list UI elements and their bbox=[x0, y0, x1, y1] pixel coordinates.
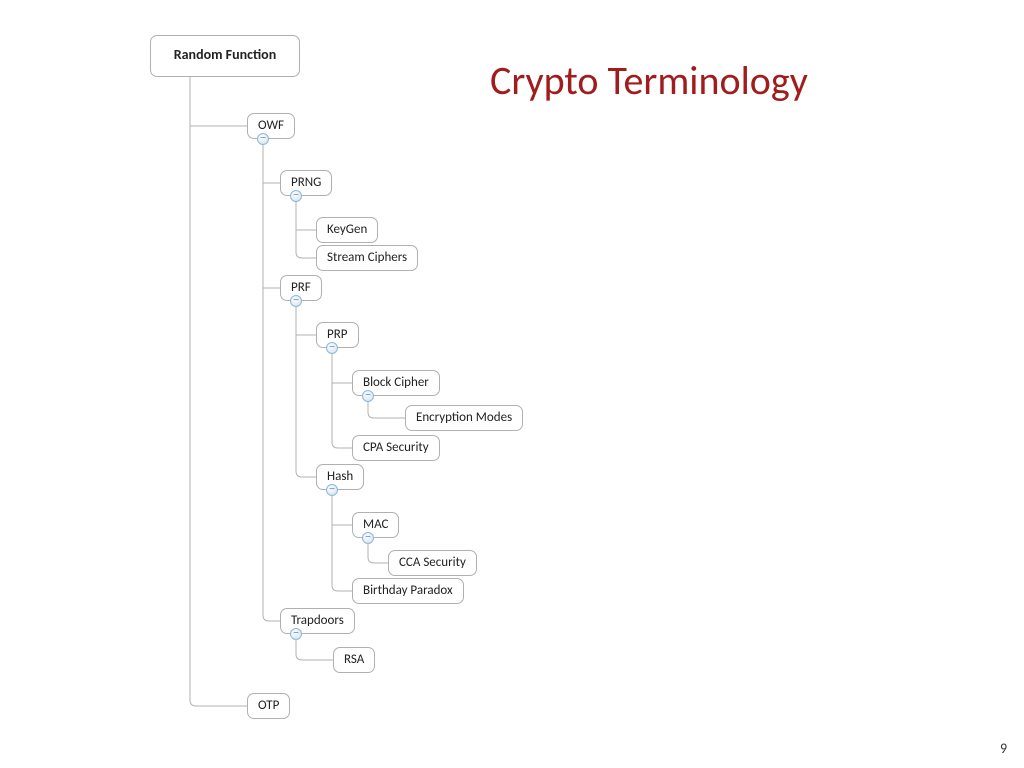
node-mac: MAC bbox=[352, 512, 399, 538]
node-owf: OWF bbox=[247, 113, 295, 139]
collapse-icon[interactable]: − bbox=[362, 390, 374, 402]
node-hash: Hash bbox=[316, 464, 364, 490]
node-cca-security: CCA Security bbox=[388, 550, 477, 576]
collapse-icon[interactable]: − bbox=[326, 342, 338, 354]
node-prng: PRNG bbox=[280, 170, 332, 196]
node-stream-ciphers: Stream Ciphers bbox=[316, 245, 418, 271]
slide-title: Crypto Terminology bbox=[490, 56, 808, 105]
node-birthday-paradox: Birthday Paradox bbox=[352, 578, 464, 604]
collapse-icon[interactable]: − bbox=[257, 133, 269, 145]
node-prp: PRP bbox=[316, 322, 359, 348]
node-otp: OTP bbox=[247, 693, 290, 719]
node-keygen: KeyGen bbox=[316, 217, 378, 243]
node-cpa-security: CPA Security bbox=[352, 435, 440, 461]
collapse-icon[interactable]: − bbox=[290, 628, 302, 640]
node-random-function: Random Function bbox=[150, 35, 300, 77]
page-number: 9 bbox=[1000, 740, 1007, 757]
node-rsa: RSA bbox=[333, 647, 375, 673]
node-encryption-modes: Encryption Modes bbox=[405, 405, 523, 431]
tree-connectors bbox=[0, 0, 1024, 768]
collapse-icon[interactable]: − bbox=[290, 295, 302, 307]
collapse-icon[interactable]: − bbox=[362, 532, 374, 544]
collapse-icon[interactable]: − bbox=[326, 484, 338, 496]
collapse-icon[interactable]: − bbox=[290, 190, 302, 202]
